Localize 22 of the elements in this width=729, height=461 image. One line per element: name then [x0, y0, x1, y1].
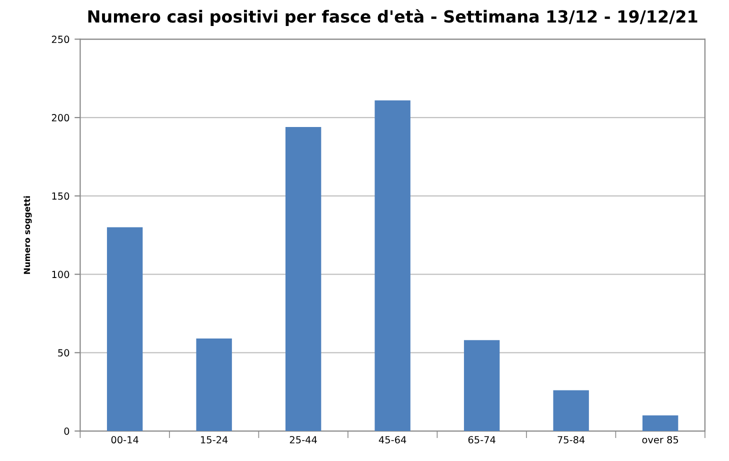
bar	[464, 340, 500, 432]
x-tick-label: over 85	[642, 436, 678, 444]
x-tick-label: 65-74	[468, 436, 496, 444]
y-tick-label: 100	[52, 270, 70, 278]
y-tick-label: 200	[52, 114, 70, 122]
y-tick-label: 0	[64, 428, 70, 435]
y-tick-label: 250	[52, 36, 70, 44]
chart-title: Numero casi positivi per fasce d'età - Settimana 13/12 - 19/12/21	[88, 9, 698, 26]
bar	[553, 390, 589, 432]
x-tick-label: 75-84	[558, 436, 585, 444]
y-tick-label: 150	[52, 192, 70, 200]
bar	[196, 338, 232, 432]
bar	[285, 126, 322, 432]
bar	[106, 227, 143, 432]
x-tick-label: 15-24	[201, 436, 228, 444]
y-tick-label: 50	[58, 349, 70, 356]
bar	[374, 100, 410, 432]
x-tick-label: 00-14	[111, 436, 138, 444]
x-tick-label: 25-44	[290, 436, 317, 444]
x-tick-label: 45-64	[378, 436, 406, 444]
bar	[642, 415, 678, 432]
y-axis-title: Numero soggetti	[24, 196, 32, 274]
